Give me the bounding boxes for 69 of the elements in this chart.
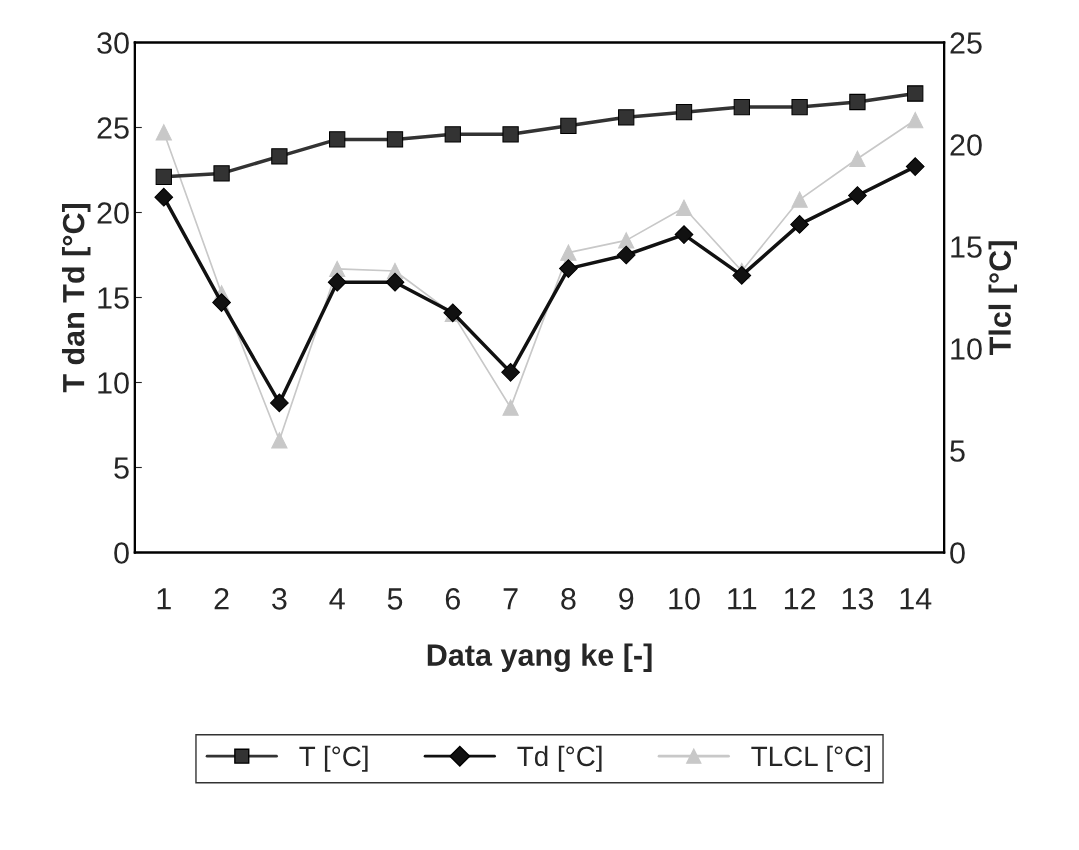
point [791, 98, 808, 116]
point [907, 85, 924, 102]
point [271, 432, 288, 449]
x-tick-label: 11 [728, 588, 757, 610]
point [675, 104, 693, 121]
point [270, 393, 289, 413]
point [732, 266, 752, 285]
point [386, 131, 404, 148]
legend-label: TLCL [°C] [751, 745, 870, 772]
y-tick-label: 15 [98, 287, 129, 309]
point [444, 126, 461, 143]
x-tick-label: 12 [784, 588, 816, 610]
point [675, 199, 693, 216]
legend-label: Td [°C] [517, 745, 602, 772]
point [501, 362, 520, 382]
point [502, 399, 519, 416]
point [385, 272, 405, 292]
point [616, 245, 636, 265]
x-tick-label: 9 [619, 588, 634, 610]
legend-label: T [°C] [299, 745, 368, 772]
point [618, 109, 635, 126]
point [849, 150, 866, 167]
y2-tick-label: 25 [950, 32, 982, 54]
y-tick-label: 30 [97, 32, 129, 54]
y-tick-label: 20 [97, 202, 129, 224]
x-tick-label: 2 [214, 588, 229, 610]
point [271, 148, 288, 165]
point [155, 124, 172, 141]
y-tick-label: 5 [114, 457, 129, 479]
y-tick-label: 0 [114, 542, 129, 564]
point [849, 93, 866, 111]
point [213, 165, 230, 182]
y2-tick-label: 5 [950, 440, 965, 462]
x-tick-label: 8 [561, 588, 576, 610]
point [733, 98, 750, 116]
point [848, 186, 867, 205]
point [155, 168, 172, 185]
y2-tick-label: 0 [950, 542, 965, 564]
point [154, 187, 174, 207]
point [502, 126, 519, 143]
point [560, 244, 577, 261]
x-tick-label: 6 [445, 588, 460, 610]
x-tick-label: 4 [329, 588, 345, 610]
point [674, 225, 694, 244]
x-axis-title: Data yang ke [-] [427, 643, 652, 673]
point [790, 215, 809, 234]
y-tick-label: 25 [97, 117, 129, 139]
x-tick-label: 14 [900, 588, 932, 610]
y2-axis-title: Tlcl [°C] [988, 241, 1018, 356]
point [618, 232, 635, 249]
y2-tick-label: 10 [951, 338, 982, 360]
point [907, 111, 924, 129]
point [905, 157, 925, 176]
x-tick-label: 3 [272, 588, 287, 610]
y2-tick-label: 20 [950, 134, 982, 156]
x-tick-label: 1 [157, 588, 171, 610]
point [212, 293, 231, 312]
y-axis-title: T dan Td [°C] [61, 204, 91, 393]
point [560, 117, 577, 134]
point [791, 191, 808, 208]
x-tick-label: 5 [387, 588, 403, 610]
x-tick-label: 10 [669, 588, 700, 610]
point [327, 272, 347, 292]
x-tick-label: 13 [842, 588, 874, 610]
point [559, 259, 578, 278]
point [329, 131, 346, 148]
y2-tick-label: 15 [951, 236, 982, 258]
y-tick-label: 10 [98, 372, 129, 394]
x-tick-label: 7 [503, 588, 518, 610]
